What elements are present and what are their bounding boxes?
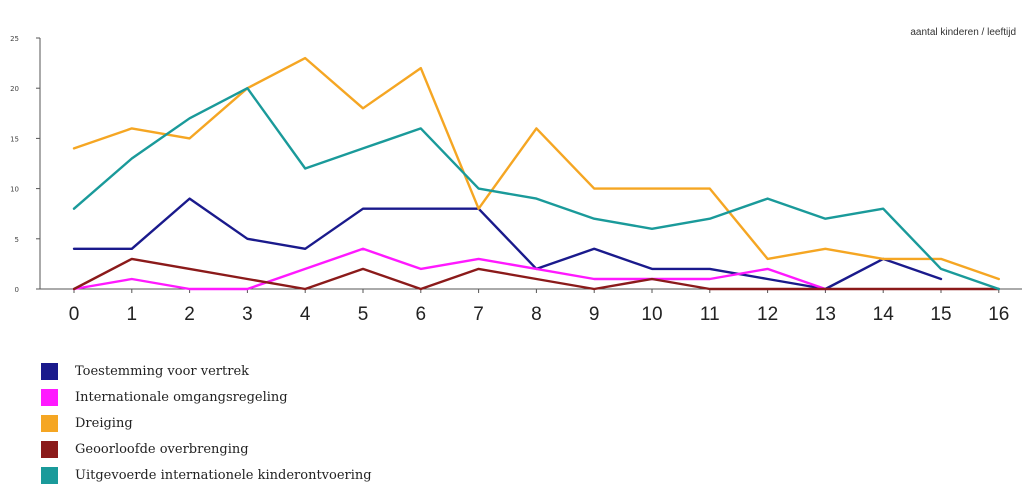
y-tick-label: 10	[10, 186, 19, 194]
legend-label: Toestemming voor vertrek	[75, 363, 250, 379]
legend-label: Dreiging	[75, 415, 133, 431]
chart-annotation: aantal kinderen / leeftijd	[910, 27, 1016, 38]
y-tick-label: 25	[10, 35, 19, 43]
x-tick-label: 13	[815, 304, 836, 325]
x-tick-label: 1	[127, 304, 138, 325]
legend: Toestemming voor vertrek Internationale o…	[41, 358, 372, 488]
legend-swatch	[41, 388, 58, 406]
x-tick-label: 11	[700, 304, 720, 325]
y-tick-label: 5	[15, 236, 19, 244]
legend-swatch	[41, 466, 58, 484]
y-tick-label: 20	[10, 85, 19, 93]
legend-item: Toestemming voor vertrek	[41, 358, 372, 384]
x-tick-label: 0	[69, 304, 80, 325]
series-line	[72, 56, 1000, 281]
series-line	[72, 247, 827, 291]
x-tick-label: 10	[641, 304, 662, 325]
x-tick-label: 9	[589, 304, 600, 325]
x-tick-label: 7	[473, 304, 484, 325]
x-tick-label: 3	[242, 304, 253, 325]
legend-swatch	[41, 440, 58, 458]
x-tick-label: 6	[416, 304, 427, 325]
legend-swatch	[41, 362, 58, 380]
x-tick-label: 12	[757, 304, 778, 325]
x-tick-label: 5	[358, 304, 369, 325]
legend-item: Dreiging	[41, 410, 372, 436]
y-tick-label: 15	[10, 135, 19, 143]
x-tick-label: 4	[300, 304, 311, 325]
legend-item: Geoorloofde overbrenging	[41, 436, 372, 462]
y-tick-label: 0	[15, 286, 19, 294]
legend-item: Uitgevoerde internationele kinderontvoer…	[41, 462, 372, 488]
legend-swatch	[41, 414, 58, 432]
series-line	[72, 197, 943, 291]
series-line	[72, 257, 1000, 291]
x-tick-label: 15	[930, 304, 951, 325]
legend-label: Geoorloofde overbrenging	[75, 441, 249, 457]
x-tick-label: 14	[873, 304, 895, 325]
legend-label: Uitgevoerde internationele kinderontvoer…	[75, 467, 372, 483]
x-tick-label: 16	[988, 304, 1009, 325]
x-tick-label: 8	[531, 304, 542, 325]
legend-item: Internationale omgangsregeling	[41, 384, 372, 410]
x-tick-label: 2	[184, 304, 195, 325]
series-line	[72, 87, 1000, 291]
legend-label: Internationale omgangsregeling	[75, 389, 288, 405]
